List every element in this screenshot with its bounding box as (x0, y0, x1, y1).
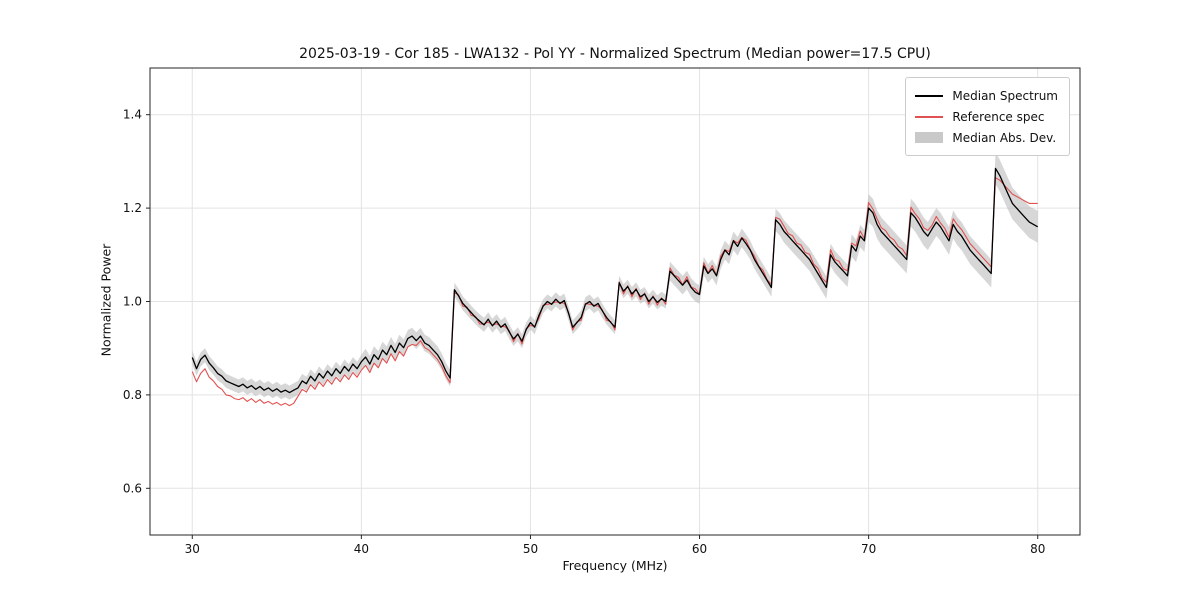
x-tick-label: 40 (354, 542, 369, 556)
reference-line-swatch (915, 115, 944, 118)
y-tick-label: 1.2 (123, 201, 142, 215)
median-spectrum-line (191, 167, 1039, 394)
y-tick-label: 0.8 (123, 388, 142, 402)
legend: Median Spectrum Reference spec Median Ab… (905, 77, 1070, 156)
legend-label-reference-spec: Reference spec (952, 109, 1045, 124)
y-tick-label: 1.0 (123, 295, 142, 309)
median-line-swatch (915, 94, 944, 97)
mad-patch-swatch (915, 132, 944, 143)
legend-label-median-abs-dev: Median Abs. Dev. (952, 130, 1057, 145)
legend-entry-median-spectrum: Median Spectrum (915, 85, 1058, 106)
legend-entry-reference-spec: Reference spec (915, 106, 1058, 127)
x-tick-label: 60 (692, 542, 707, 556)
y-tick-label: 1.4 (123, 108, 142, 122)
legend-label-median-spectrum: Median Spectrum (952, 88, 1058, 103)
x-tick-label: 30 (185, 542, 200, 556)
reference-spec-line (191, 177, 1038, 407)
legend-entry-median-abs-dev: Median Abs. Dev. (915, 127, 1058, 148)
mad-band (192, 152, 1038, 400)
x-tick-label: 70 (861, 542, 876, 556)
y-tick-label: 0.6 (123, 481, 142, 495)
x-axis-label: Frequency (MHz) (562, 558, 668, 573)
x-tick-label: 80 (1030, 542, 1045, 556)
x-tick-label: 50 (523, 542, 538, 556)
chart-title: 2025-03-19 - Cor 185 - LWA132 - Pol YY -… (299, 46, 931, 62)
